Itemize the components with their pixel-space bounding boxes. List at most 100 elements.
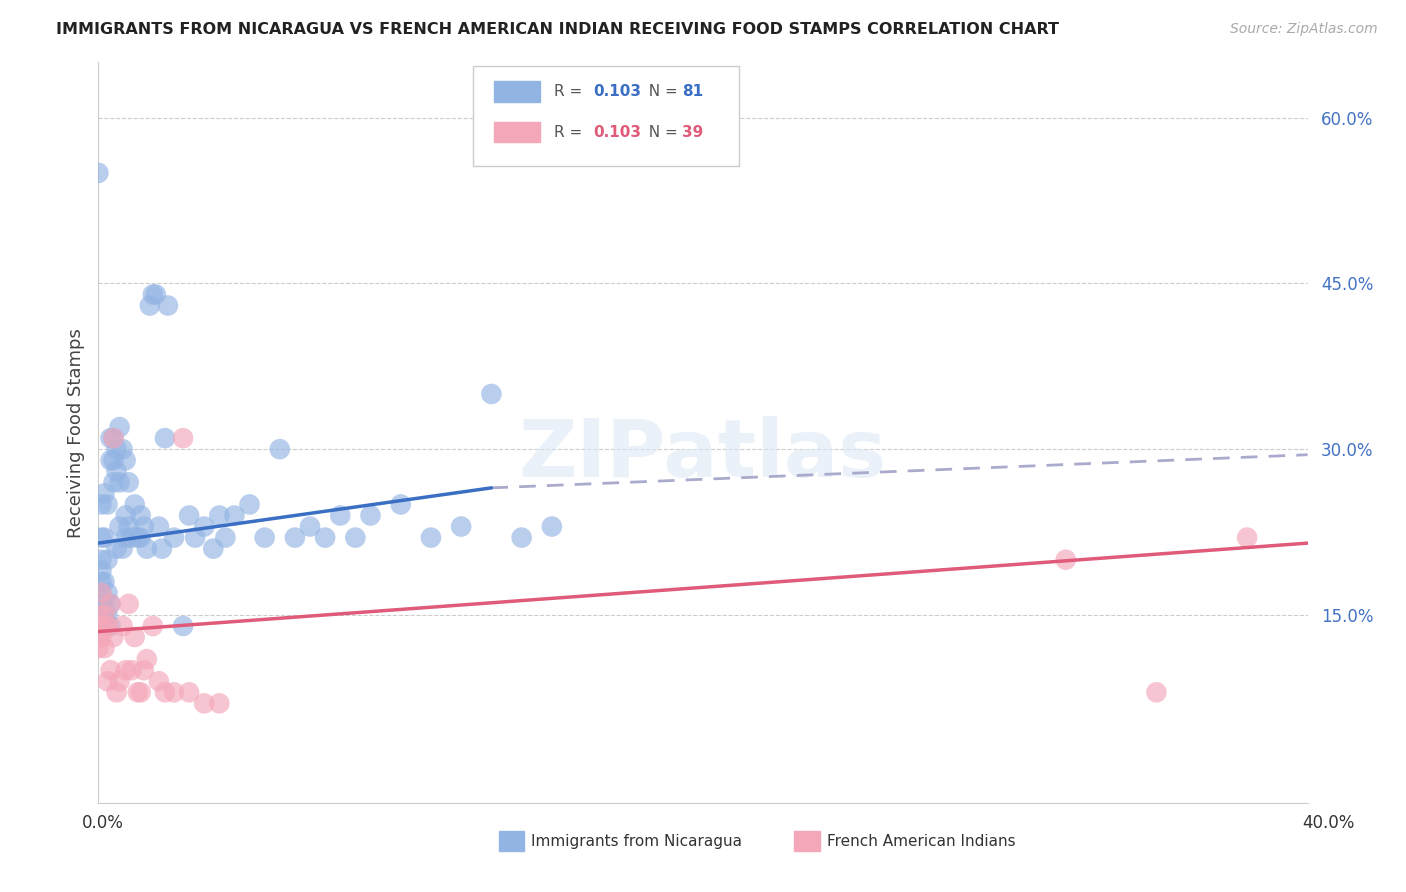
Point (90, 586, 112, 600)
Point (1144, 685, 1167, 699)
Point (420, 531, 443, 545)
Point (135, 652, 157, 666)
Point (105, 442, 128, 457)
Point (153, 685, 176, 699)
Point (105, 464, 128, 478)
Text: 81: 81 (682, 84, 703, 99)
Point (127, 685, 149, 699)
Text: French American Indians: French American Indians (827, 834, 1015, 848)
Point (121, 663, 143, 677)
Point (202, 541, 225, 556)
Point (87, 619, 110, 633)
Point (224, 508, 246, 523)
Point (179, 685, 201, 699)
Point (87, 619, 110, 633)
Point (90, 597, 112, 611)
Point (344, 531, 367, 545)
Point (96, 674, 118, 689)
Point (96, 619, 118, 633)
Point (108, 475, 131, 490)
Point (118, 597, 141, 611)
Point (153, 431, 176, 445)
Point (142, 619, 165, 633)
Point (96, 586, 118, 600)
Point (87, 641, 110, 656)
Point (93, 574, 115, 589)
Point (111, 619, 134, 633)
Point (90, 619, 112, 633)
Point (90, 498, 112, 512)
Point (132, 519, 155, 533)
Point (139, 299, 162, 313)
Point (108, 519, 131, 533)
Point (90, 607, 112, 622)
Point (93, 531, 115, 545)
Point (129, 508, 152, 523)
Point (90, 531, 112, 545)
Point (314, 531, 336, 545)
Point (100, 597, 122, 611)
Point (111, 442, 134, 457)
Point (114, 531, 136, 545)
Point (184, 531, 207, 545)
Point (100, 663, 122, 677)
Point (96, 552, 118, 566)
Point (239, 498, 262, 512)
Point (510, 531, 533, 545)
Point (87, 619, 110, 633)
Text: 39: 39 (682, 125, 703, 139)
Point (150, 541, 173, 556)
FancyBboxPatch shape (474, 66, 740, 166)
Point (87, 619, 110, 633)
Point (93, 607, 115, 622)
Point (179, 508, 201, 523)
Point (105, 685, 128, 699)
Text: Immigrants from Nicaragua: Immigrants from Nicaragua (531, 834, 742, 848)
Point (284, 531, 307, 545)
Point (105, 541, 128, 556)
Text: Source: ZipAtlas.com: Source: ZipAtlas.com (1230, 22, 1378, 37)
Point (103, 475, 125, 490)
Text: 0.0%: 0.0% (82, 814, 124, 831)
Point (450, 519, 472, 533)
Point (93, 486, 115, 500)
Point (100, 453, 122, 467)
Point (96, 498, 118, 512)
Point (118, 519, 141, 533)
Point (1054, 552, 1077, 566)
Point (299, 519, 322, 533)
Point (108, 420, 131, 434)
Point (145, 287, 167, 301)
Point (127, 531, 149, 545)
Point (124, 630, 146, 644)
Point (90, 574, 112, 589)
Point (253, 531, 276, 545)
Point (103, 453, 125, 467)
Text: IMMIGRANTS FROM NICARAGUA VS FRENCH AMERICAN INDIAN RECEIVING FOOD STAMPS CORREL: IMMIGRANTS FROM NICARAGUA VS FRENCH AMER… (56, 22, 1059, 37)
Point (114, 663, 136, 677)
Bar (499, 831, 524, 851)
Point (1236, 531, 1258, 545)
Point (108, 674, 131, 689)
Text: R =: R = (554, 84, 588, 99)
Point (481, 387, 503, 401)
Point (96, 607, 118, 622)
Point (163, 531, 186, 545)
Point (87, 607, 110, 622)
Text: R =: R = (554, 125, 588, 139)
Point (103, 431, 125, 445)
Bar (494, 81, 540, 102)
Point (156, 299, 179, 313)
Point (93, 619, 115, 633)
Point (114, 508, 136, 523)
Text: N =: N = (638, 125, 682, 139)
Point (148, 674, 170, 689)
Point (329, 508, 352, 523)
Point (90, 619, 112, 633)
Text: 0.103: 0.103 (593, 125, 641, 139)
Point (193, 697, 215, 711)
Point (87, 607, 110, 622)
Text: 0.103: 0.103 (593, 84, 641, 99)
Point (87, 166, 110, 180)
Point (90, 564, 112, 578)
